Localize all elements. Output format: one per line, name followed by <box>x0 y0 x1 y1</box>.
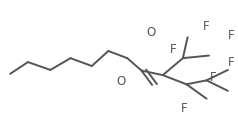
Text: O: O <box>117 75 126 88</box>
Text: F: F <box>228 56 234 69</box>
Text: F: F <box>203 20 210 33</box>
Text: F: F <box>228 29 234 43</box>
Text: F: F <box>210 71 217 84</box>
Text: F: F <box>181 102 187 115</box>
Text: O: O <box>146 26 156 39</box>
Text: F: F <box>170 43 177 56</box>
